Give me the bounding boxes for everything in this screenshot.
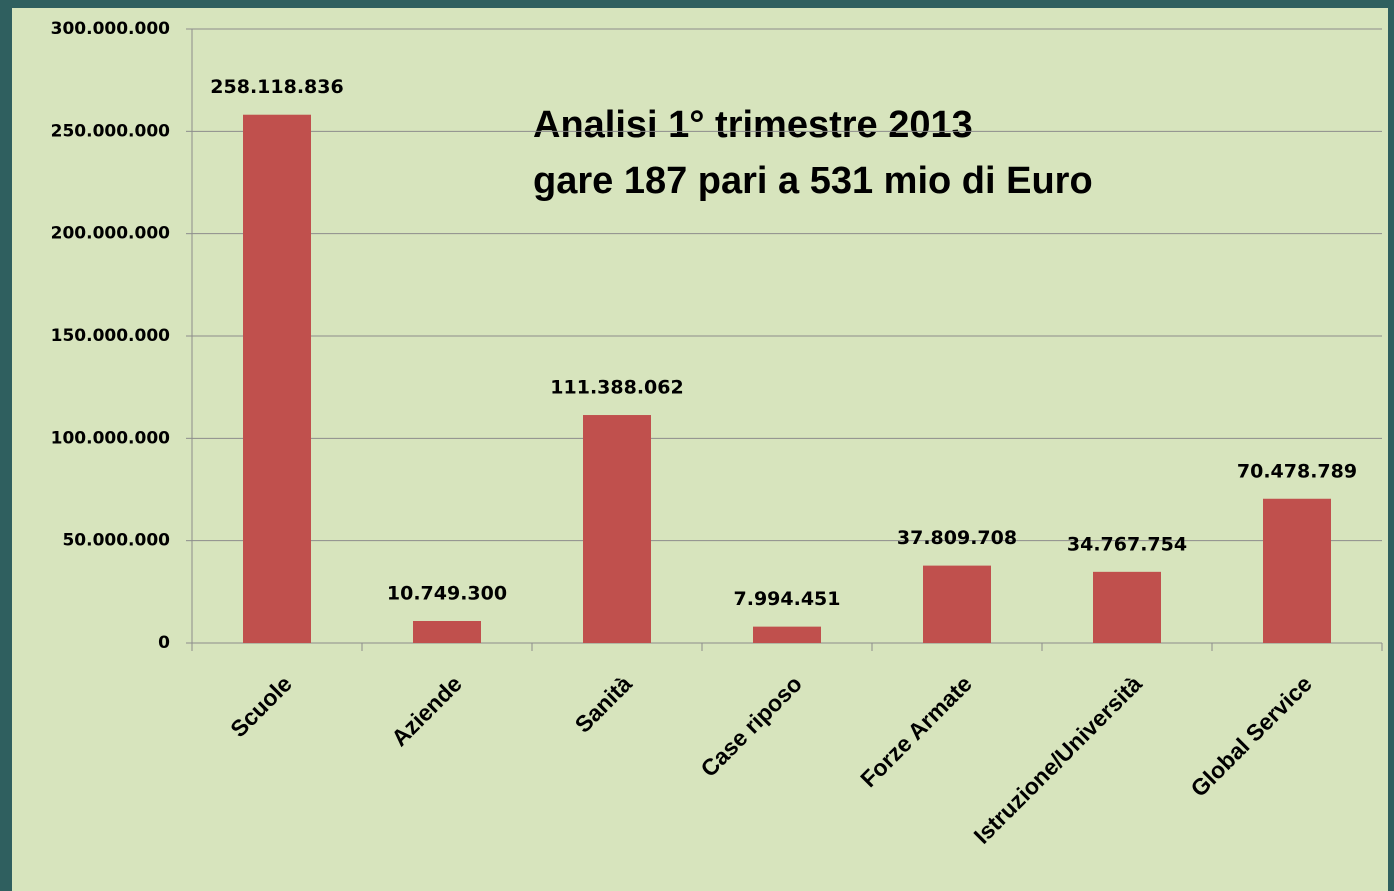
y-tick-label: 50.000.000 bbox=[62, 531, 170, 551]
chart-subtitle: gare 187 pari a 531 mio di Euro bbox=[533, 160, 1093, 202]
chart-background bbox=[12, 8, 1388, 891]
data-label: 10.749.300 bbox=[387, 582, 507, 604]
y-tick-label: 200.000.000 bbox=[51, 224, 171, 244]
y-tick-label: 100.000.000 bbox=[51, 428, 171, 448]
bar bbox=[753, 626, 821, 643]
data-label: 37.809.708 bbox=[897, 527, 1017, 549]
bar bbox=[1263, 498, 1331, 643]
data-label: 258.118.836 bbox=[210, 76, 343, 98]
chart-title: Analisi 1° trimestre 2013 bbox=[533, 104, 973, 146]
y-tick-label: 150.000.000 bbox=[51, 326, 171, 346]
data-label: 7.994.451 bbox=[734, 588, 841, 610]
y-tick-label: 0 bbox=[158, 633, 170, 653]
data-label: 70.478.789 bbox=[1237, 460, 1357, 482]
bar bbox=[413, 620, 481, 643]
bar bbox=[923, 565, 991, 643]
bar bbox=[583, 415, 651, 643]
data-label: 34.767.754 bbox=[1067, 533, 1187, 555]
y-tick-label: 300.000.000 bbox=[51, 19, 171, 39]
data-label: 111.388.062 bbox=[550, 377, 683, 399]
bar bbox=[243, 114, 311, 643]
y-tick-label: 250.000.000 bbox=[51, 121, 171, 141]
bar bbox=[1093, 571, 1161, 643]
